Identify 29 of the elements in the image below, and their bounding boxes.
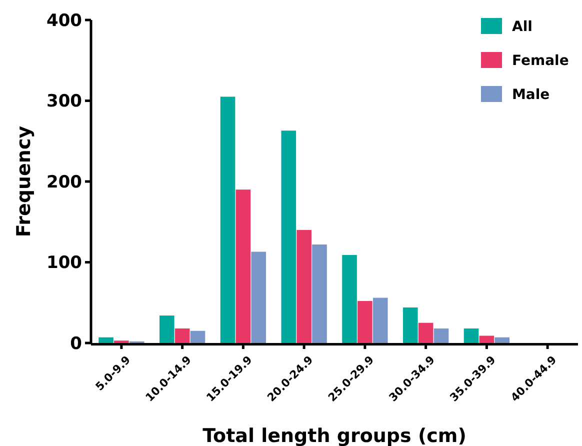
y-tick-label: 0 <box>70 334 82 354</box>
bar <box>251 252 266 343</box>
bar <box>190 330 206 343</box>
bar <box>479 336 494 343</box>
y-axis-title: Frequency <box>13 125 35 238</box>
bar <box>174 328 190 343</box>
x-axis-title: Total length groups (cm) <box>202 425 466 446</box>
y-tick-label: 100 <box>46 253 82 274</box>
bar <box>358 301 372 343</box>
bar <box>402 307 418 343</box>
bar <box>418 322 434 343</box>
y-tick-label: 200 <box>46 172 82 192</box>
y-tick-label: 400 <box>46 10 82 31</box>
legend-label: Female <box>512 52 569 69</box>
bar <box>434 328 449 343</box>
bar <box>98 337 114 343</box>
bar <box>342 254 357 343</box>
bar <box>159 316 174 343</box>
bar <box>494 337 510 343</box>
bar <box>220 96 236 343</box>
bar <box>372 298 388 343</box>
bar <box>281 130 296 343</box>
legend-label: All <box>512 18 532 35</box>
bar <box>236 190 251 343</box>
bar <box>312 244 327 343</box>
bar <box>464 328 479 343</box>
y-tick-label: 300 <box>46 92 82 112</box>
legend-label: Male <box>512 86 550 103</box>
bar <box>296 230 312 343</box>
